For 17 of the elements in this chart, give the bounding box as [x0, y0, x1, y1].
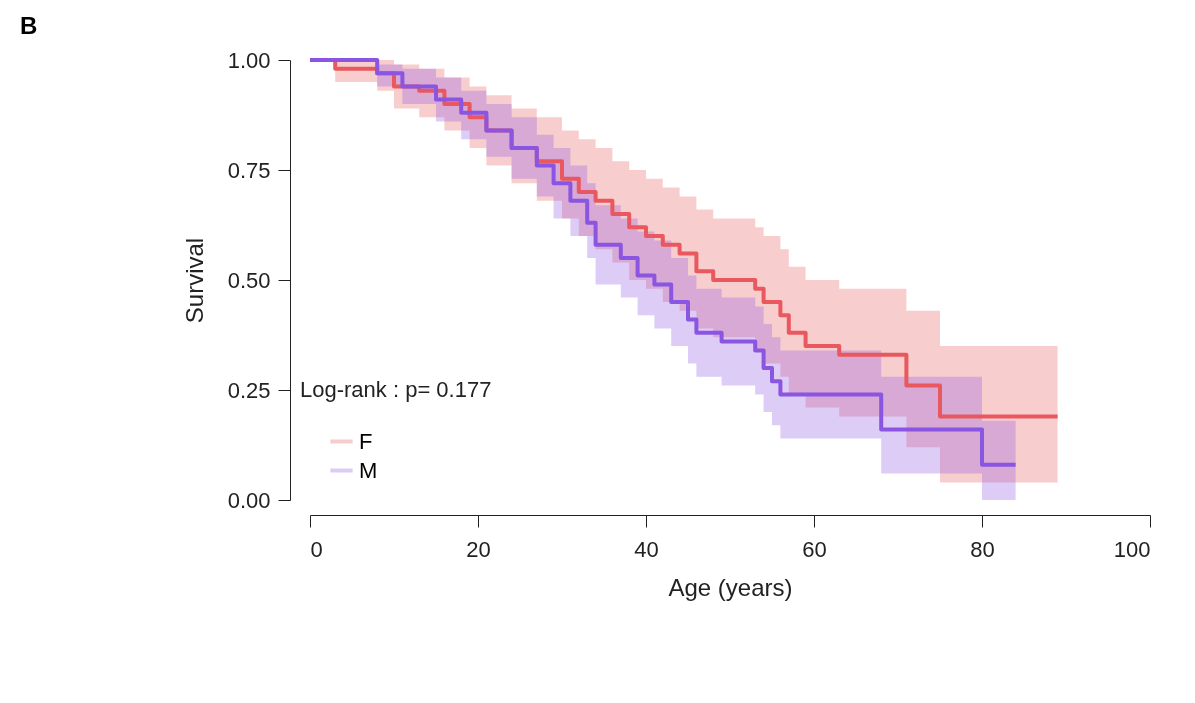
y-tick-label: 1.00 [227, 47, 271, 73]
x-tick-label: 80 [970, 536, 995, 562]
y-tick-label: 0.75 [227, 157, 271, 183]
x-tick-label: 0 [310, 536, 323, 562]
x-tick-label: 20 [466, 536, 491, 562]
x-axis-title: Age (years) [668, 573, 793, 601]
x-tick-label: 60 [802, 536, 827, 562]
y-tick-label: 0.00 [227, 487, 271, 513]
x-tick-label: 40 [634, 536, 659, 562]
x-tick-label: 100 [1113, 536, 1151, 562]
y-tick-label: 0.50 [227, 267, 271, 293]
y-axis-title: Survival [180, 237, 208, 324]
y-tick-label: 0.25 [227, 377, 271, 403]
legend-label: M [359, 457, 378, 483]
legend-label: F [359, 428, 373, 454]
text: B [20, 12, 38, 39]
annotation: Log-rank : p= 0.177 [300, 377, 492, 402]
